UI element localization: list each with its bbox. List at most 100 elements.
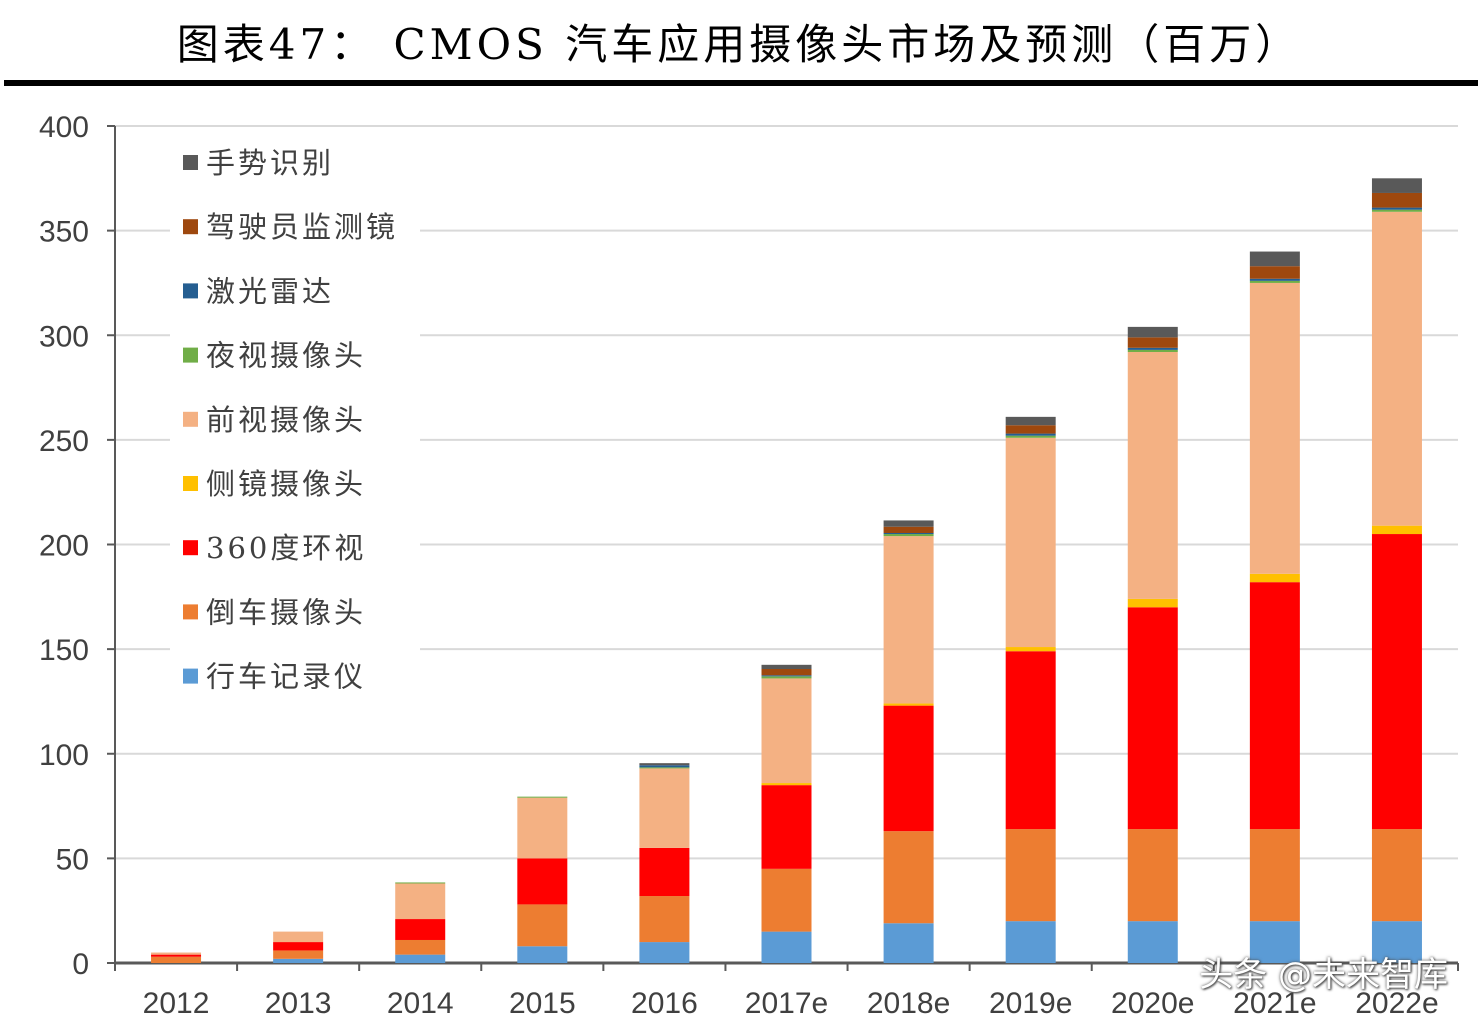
bar-segment: [1371, 534, 1422, 830]
bar-segment: [151, 952, 202, 955]
bar-segment: [883, 534, 934, 537]
y-tick-label: 400: [39, 111, 89, 144]
bar-segment: [273, 942, 324, 951]
bar-segment: [761, 785, 812, 869]
bar-segment: [1127, 326, 1178, 338]
bar-segment: [517, 904, 568, 947]
bar-segment: [1371, 192, 1422, 208]
legend-label: 夜视摄像头: [206, 339, 366, 373]
x-tick-label: 2015: [509, 987, 576, 1020]
bar-segment: [395, 882, 446, 884]
bar-segment: [151, 954, 202, 957]
legend-label: 行车记录仪: [206, 660, 366, 694]
bar-segment: [1127, 337, 1178, 348]
bar-segment: [639, 768, 690, 848]
legend-label: 激光雷达: [206, 274, 334, 308]
bar-segment: [517, 796, 568, 798]
y-tick-label: 0: [72, 948, 89, 981]
bar-segment: [761, 669, 812, 676]
bar-segment: [883, 705, 934, 832]
legend-label: 驾驶员监测镜: [206, 210, 398, 244]
legend-label: 前视摄像头: [206, 403, 366, 437]
bar-segment: [273, 950, 324, 959]
bar-segment: [1249, 582, 1300, 830]
bar-segment: [1005, 829, 1056, 922]
x-tick-label: 2016: [631, 987, 698, 1020]
bar-segment: [639, 896, 690, 943]
bar-segment: [1249, 282, 1300, 574]
bar-segment: [1005, 416, 1056, 426]
bar-segment: [1371, 829, 1422, 922]
bar-segment: [761, 664, 812, 670]
bar-segment: [395, 954, 446, 963]
bar-segment: [1127, 829, 1178, 922]
bar-segment: [1127, 347, 1178, 350]
bar-segment: [395, 883, 446, 920]
bar-segment: [395, 939, 446, 955]
bar-segment: [761, 931, 812, 963]
bar-segment: [883, 526, 934, 533]
bar-segment: [1371, 921, 1422, 963]
x-tick-label: 2017e: [745, 987, 828, 1020]
bar-segment: [273, 931, 324, 943]
bar-segment: [395, 919, 446, 940]
bar-segment: [1249, 266, 1300, 279]
bar-segment: [761, 676, 812, 679]
bar-segment: [761, 675, 812, 677]
x-tick-label: 2018e: [867, 987, 950, 1020]
legend-swatch: [183, 540, 198, 556]
bar-segment: [1249, 280, 1300, 283]
y-tick-label: 50: [56, 843, 89, 876]
bar-segment: [151, 956, 202, 963]
bar-segment: [1249, 251, 1300, 267]
bar-segment: [639, 767, 690, 769]
bar-segment: [1005, 437, 1056, 648]
y-tick-label: 350: [39, 216, 89, 249]
bar-segment: [883, 831, 934, 924]
bar-segment: [1005, 435, 1056, 438]
bar-segment: [1005, 651, 1056, 830]
bar-segment: [639, 847, 690, 897]
legend-background: [170, 140, 420, 718]
bar-segment: [1005, 433, 1056, 436]
chart-title: 图表47： CMOS 汽车应用摄像头市场及预测（百万）: [176, 20, 1302, 69]
legend-swatch: [183, 283, 198, 299]
legend-swatch: [183, 411, 198, 427]
legend-swatch: [183, 476, 198, 491]
bar-segment: [1249, 921, 1300, 963]
legend-label: 手势识别: [206, 146, 334, 180]
legend-label: 360度环视: [206, 531, 366, 565]
bar-segment: [639, 765, 690, 768]
legend-swatch: [183, 604, 198, 620]
bar-segment: [517, 946, 568, 963]
y-tick-label: 200: [39, 530, 89, 563]
x-tick-label: 2014: [387, 987, 454, 1020]
watermark: 头条 @未来智库: [1199, 955, 1448, 995]
legend-swatch: [183, 668, 198, 684]
x-tick-label: 2019e: [989, 987, 1072, 1020]
x-tick-label: 2012: [143, 987, 210, 1020]
y-tick-label: 300: [39, 320, 89, 353]
legend-swatch: [183, 347, 198, 363]
legend-label: 倒车摄像头: [206, 595, 366, 629]
bar-segment: [1127, 351, 1178, 599]
bar-segment: [1371, 207, 1422, 210]
bar-segment: [883, 923, 934, 963]
y-tick-label: 150: [39, 634, 89, 667]
bar-segment: [761, 678, 812, 784]
bar-segment: [1005, 425, 1056, 434]
bar-segment: [1249, 829, 1300, 922]
legend-swatch: [183, 155, 198, 170]
bar-segment: [1371, 209, 1422, 212]
title-divider: [4, 80, 1478, 86]
bar-segment: [761, 868, 812, 932]
bar-segment: [883, 536, 934, 704]
x-tick-label: 2021e: [1233, 987, 1316, 1020]
bar-segment: [639, 763, 690, 766]
bar-segment: [761, 783, 812, 786]
bar-segment: [883, 520, 934, 527]
bar-segment: [883, 532, 934, 535]
bar-segment: [1005, 647, 1056, 652]
bar-segment: [1127, 598, 1178, 608]
